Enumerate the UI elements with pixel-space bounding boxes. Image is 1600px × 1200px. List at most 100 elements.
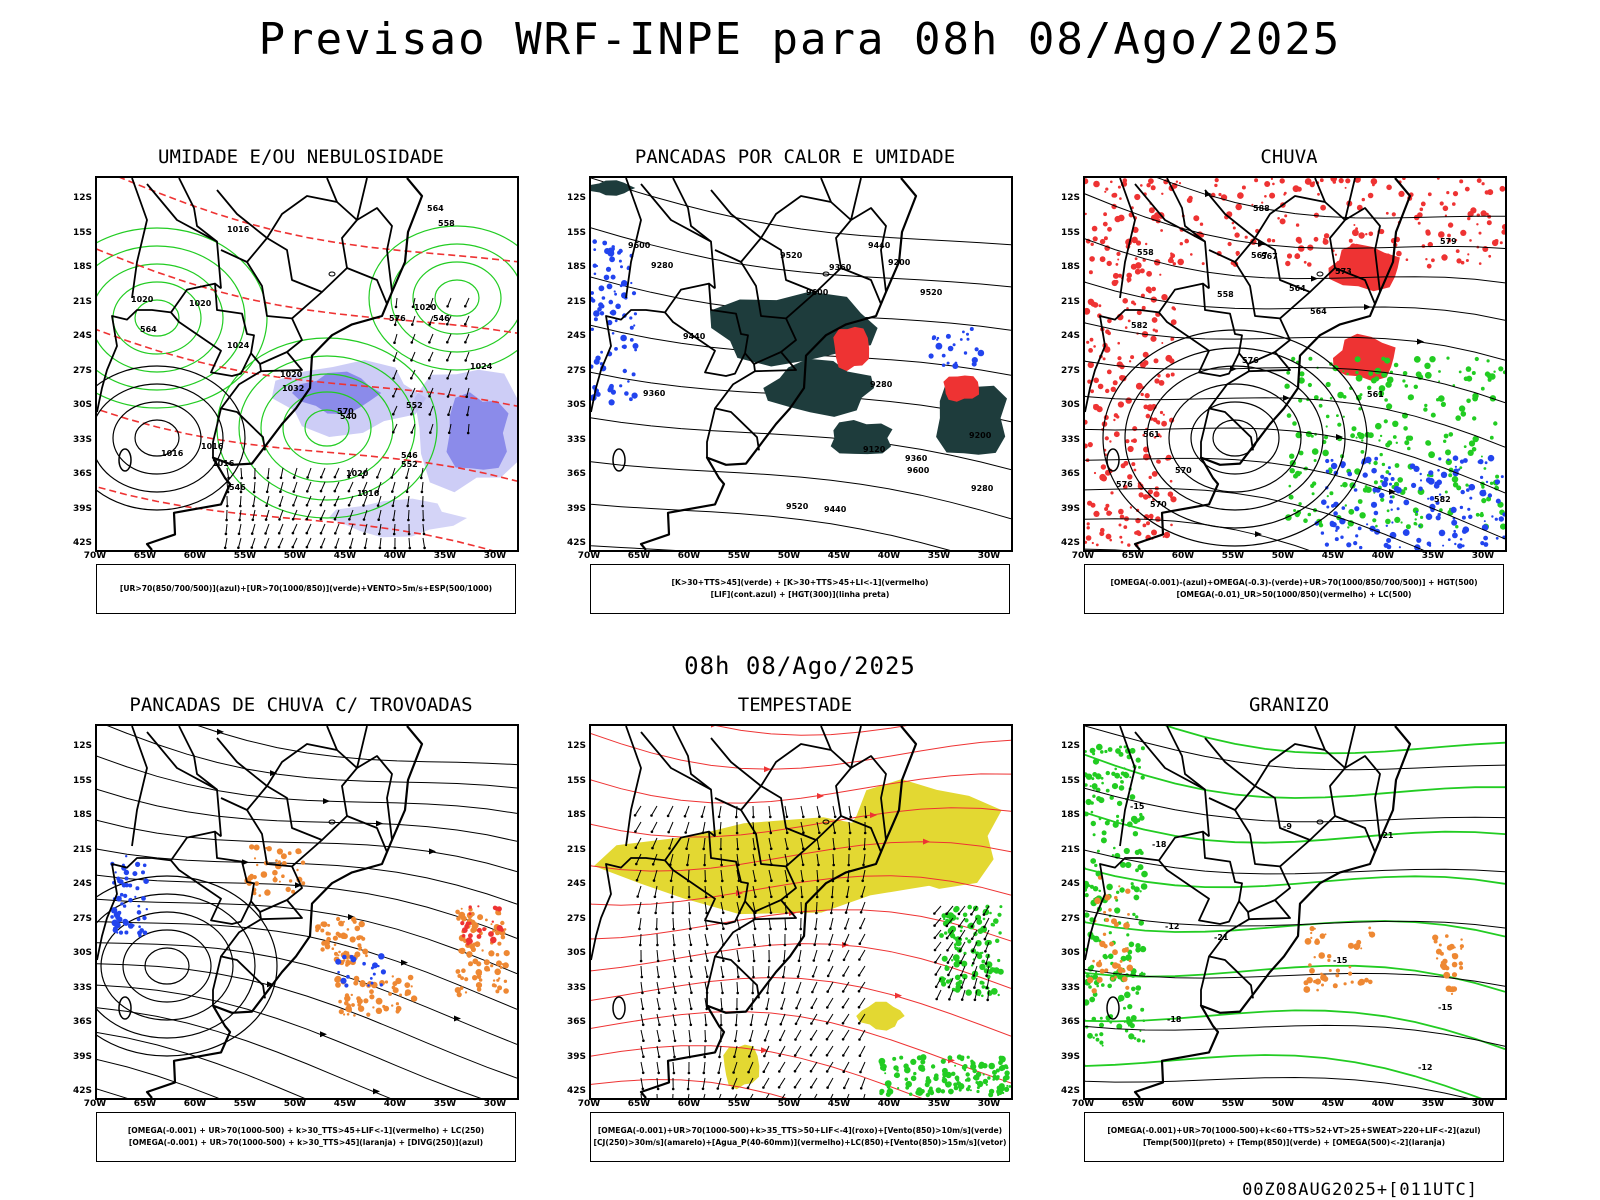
contour-label: 552 <box>406 401 423 410</box>
map-frame: 9600 9600 9600 9520 9520 9520 9440 9440 9440 9360… <box>589 176 1013 552</box>
fill-region <box>446 392 509 470</box>
stream-arrow <box>348 914 355 921</box>
lat-tick-label: 30S <box>1060 400 1080 410</box>
green-contours <box>1085 743 1148 1047</box>
lat-tick-label: 24S <box>1060 879 1080 889</box>
border-line <box>326 178 338 203</box>
contour-label: 9600 <box>907 466 930 475</box>
map-canvas: -12 -12 -15 -15 -15 -18 -18 -21 -21 -9 <box>1085 726 1505 1098</box>
map-frame: 582 582 579 576 573 570 567 564 561 558 576 570 567 5… <box>1083 176 1507 552</box>
contour-label: 9520 <box>920 288 943 297</box>
coastline <box>145 726 424 1098</box>
stream-arrow <box>376 820 383 827</box>
lat-tick-label: 39S <box>566 1051 586 1062</box>
stream-arrow <box>1283 394 1290 401</box>
lat-tick-label: 27S <box>566 365 586 376</box>
longitude-axis: 70W 65W 60W 55W 50W 45W 40W 35W 30W <box>578 551 1009 563</box>
legend-line: [CJ(250)>30m/s](amarelo)+[Agua_P(40-60mm… <box>593 1138 1007 1147</box>
border-line <box>1208 797 1236 811</box>
contour-label: 1016 <box>227 225 250 234</box>
contour-label: 9280 <box>971 484 994 493</box>
border-line <box>710 737 762 787</box>
map-frame: 1016 1016 1016 1020 1020 1020 1024 1024 1032 1016… <box>95 176 519 552</box>
border-line <box>850 207 887 293</box>
lat-tick-label: 36S <box>566 469 586 479</box>
border-line <box>760 743 852 841</box>
stream-arrow <box>817 793 824 800</box>
panel-title: GRANIZO <box>1248 694 1330 716</box>
lat-tick-label: 15S <box>566 775 586 786</box>
panel-legend: [K>30+TTS>45](verde) + [K>30+TTS>45+LI<-… <box>590 564 1010 614</box>
contour-label: 558 <box>1217 290 1234 299</box>
lon-tick-label: 35W <box>927 551 951 561</box>
streamlines <box>97 726 517 1098</box>
lat-tick-label: 39S <box>1060 1051 1080 1062</box>
lat-tick-label: 30S <box>566 400 586 410</box>
lat-tick-label: 39S <box>566 503 586 514</box>
contour-label: -15 <box>1438 1003 1453 1012</box>
lake <box>118 996 132 1020</box>
contour-label: 546 <box>401 451 418 460</box>
wind-vectors <box>933 905 990 1002</box>
lon-tick-label: 65W <box>627 551 651 561</box>
stream-arrow <box>1311 275 1318 282</box>
lat-tick-label: 15S <box>1060 227 1080 238</box>
lat-tick-label: 24S <box>1060 331 1080 341</box>
contour-label: -18 <box>1167 1015 1182 1024</box>
contour-label: 1032 <box>282 384 304 393</box>
contour-label: 561 <box>1367 390 1384 399</box>
border-line <box>131 726 148 847</box>
lon-tick-label: 45W <box>827 551 851 561</box>
border-line <box>625 178 642 299</box>
stream-arrow <box>401 959 408 966</box>
border-line <box>1166 726 1210 837</box>
border-line <box>1314 726 1326 751</box>
contour-labels: -12 -12 -15 -15 -15 -18 -18 -21 -21 -9 <box>1130 802 1453 1072</box>
lat-tick-label: 18S <box>566 262 586 272</box>
contour-label: 567 <box>1261 252 1278 261</box>
lat-tick-label: 21S <box>566 296 586 307</box>
contour-label: 1024 <box>227 341 250 350</box>
lake <box>328 271 336 277</box>
lat-tick-label: 12S <box>1060 741 1080 751</box>
lat-tick-label: 15S <box>566 227 586 238</box>
red-fill <box>460 905 504 946</box>
lon-tick-label: 50W <box>777 551 801 561</box>
lon-tick-label: 60W <box>1171 1099 1195 1109</box>
border-line <box>170 282 255 377</box>
map-canvas: 5825825795765735705675645615585765705675… <box>1085 178 1505 550</box>
border-line <box>740 237 817 320</box>
lat-tick-label: 42S <box>1060 1086 1080 1096</box>
longitude-axis: 70W 65W 60W 55W 50W 45W 40W 35W 30W <box>1072 551 1503 563</box>
lake <box>822 819 830 825</box>
lon-tick-label: 60W <box>677 1099 701 1109</box>
lat-tick-label: 21S <box>72 844 92 855</box>
border-line <box>1208 249 1236 263</box>
border-line <box>1234 785 1311 868</box>
orange-fill <box>1303 926 1376 993</box>
lat-tick-label: 21S <box>1060 296 1080 307</box>
panel-tempestade: TEMPESTADE 12S 15S 18S 21S 24S 27S 30S 33S 36S 39S… <box>550 694 1040 1164</box>
contour-label: 1020 <box>189 299 212 308</box>
lake <box>1106 996 1120 1020</box>
border-line <box>710 189 762 239</box>
contour-label: 576 <box>389 314 406 323</box>
fill-region <box>591 180 636 196</box>
lat-tick-label: 36S <box>72 469 92 479</box>
border-line <box>356 755 393 841</box>
border-line <box>820 178 832 203</box>
border-line <box>1119 178 1136 299</box>
contour-label: -18 <box>1152 840 1167 849</box>
map-borders <box>1085 726 1412 1098</box>
orange-fill <box>1432 934 1464 995</box>
lake <box>1316 819 1324 825</box>
contour-label: 9440 <box>824 505 847 514</box>
border-line <box>246 785 323 868</box>
lon-tick-label: 40W <box>383 551 407 561</box>
border-line <box>170 830 255 925</box>
border-line <box>754 351 797 373</box>
border-line <box>1158 282 1243 377</box>
map-canvas: 1016 1016 1016 1020 1020 1020 1024 1024 1032 1016… <box>97 178 517 550</box>
yellow-fill <box>723 1044 760 1090</box>
lon-tick-label: 50W <box>1271 551 1295 561</box>
